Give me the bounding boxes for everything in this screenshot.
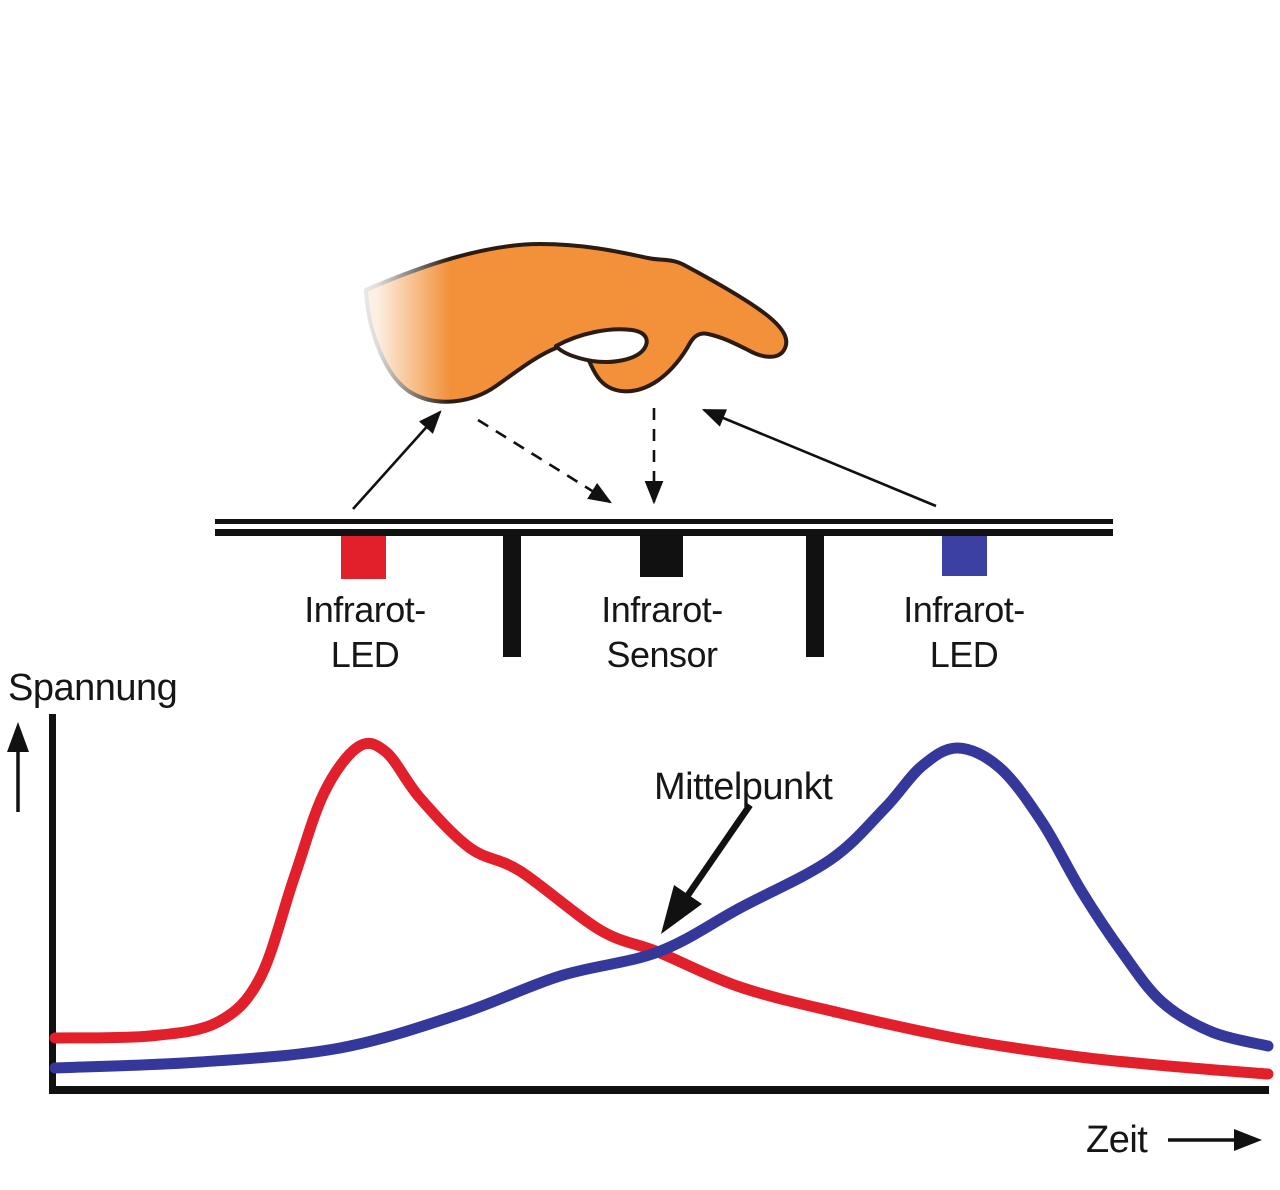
hand-shape <box>364 242 789 404</box>
beam-hand-to-sensor-left <box>477 418 612 504</box>
y-axis <box>49 714 56 1093</box>
right-led-label-line1: Infrarot- <box>903 589 1025 630</box>
x-axis-label: Zeit <box>1086 1119 1148 1161</box>
blue-led-chip <box>942 536 987 576</box>
blue-signal-curve <box>49 742 1274 1074</box>
signal-graph: Spannung Mittelpunkt Zeit <box>7 667 1274 1161</box>
light-beams <box>352 408 937 510</box>
panel-bottom-line <box>215 529 1113 536</box>
sensor-label-line1: Infrarot- <box>601 589 723 630</box>
hand-fade-overlay <box>338 234 450 416</box>
x-direction-arrow <box>1168 1129 1262 1151</box>
midpoint-annotation: Mittelpunkt <box>654 766 833 808</box>
sensor-panel: Infrarot- LED Infrarot- Sensor Infrarot-… <box>215 519 1113 675</box>
red-led-chip <box>341 536 386 579</box>
left-led-label-line2: LED <box>331 634 400 675</box>
hand-thumb-gap <box>554 327 649 364</box>
hand-illustration <box>338 234 789 416</box>
y-axis-label: Spannung <box>8 667 177 709</box>
red-signal-curve <box>49 737 1274 1080</box>
y-direction-arrow <box>7 722 29 812</box>
x-axis <box>49 1086 1269 1094</box>
panel-divider-left <box>503 536 521 657</box>
panel-divider-right <box>806 536 824 657</box>
beam-left-led-to-hand <box>352 410 442 510</box>
left-led-label-line1: Infrarot- <box>304 589 426 630</box>
sensor-label-line2: Sensor <box>606 634 718 675</box>
midpoint-arrow <box>661 803 753 934</box>
infrared-sensor-chip <box>640 536 683 577</box>
beam-right-led-to-hand <box>701 408 937 508</box>
right-led-label-line2: LED <box>930 634 999 675</box>
panel-top-line <box>215 519 1113 524</box>
